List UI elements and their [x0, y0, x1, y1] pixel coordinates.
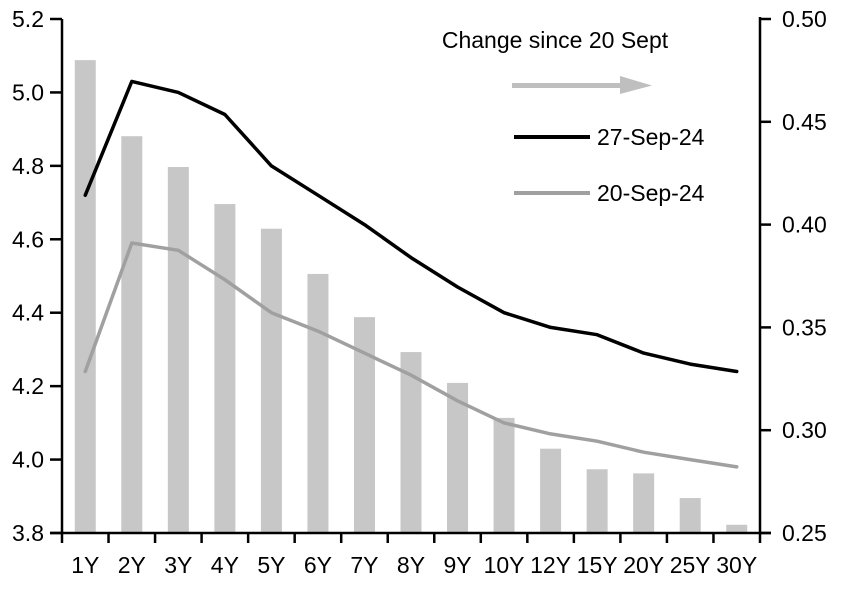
- legend-item-20sep: 20-Sep-24: [514, 180, 704, 206]
- left-axis-label-4.0: 4.0: [12, 447, 44, 473]
- x-axis-label-1Y: 1Y: [71, 552, 99, 578]
- bar-30Y: [726, 524, 748, 533]
- bar-7Y: [353, 317, 375, 533]
- bar-1Y: [74, 60, 96, 534]
- bar-3Y: [167, 167, 189, 534]
- left-axis-label-5.0: 5.0: [12, 79, 44, 105]
- bar-2Y: [121, 136, 143, 533]
- x-axis-label-30Y: 30Y: [716, 552, 757, 578]
- x-axis-label-6Y: 6Y: [304, 552, 332, 578]
- legend-line-swatch-gray: [514, 191, 590, 195]
- bar-6Y: [307, 273, 329, 533]
- x-axis-label-25Y: 25Y: [670, 552, 711, 578]
- left-axis-label-4.6: 4.6: [12, 226, 44, 252]
- bar-15Y: [586, 469, 608, 533]
- x-axis-label-9Y: 9Y: [443, 552, 471, 578]
- left-axis-label-4.8: 4.8: [12, 153, 44, 179]
- left-axis-label-4.4: 4.4: [12, 300, 44, 326]
- legend-item-27sep: 27-Sep-24: [514, 124, 704, 150]
- arrow-shaft: [512, 83, 624, 88]
- bar-12Y: [540, 448, 562, 533]
- x-axis-label-4Y: 4Y: [211, 552, 239, 578]
- right-arrow-icon: [512, 76, 652, 94]
- x-axis-label-2Y: 2Y: [118, 552, 146, 578]
- x-axis-label-8Y: 8Y: [397, 552, 425, 578]
- x-axis-label-10Y: 10Y: [484, 552, 525, 578]
- x-axis-label-20Y: 20Y: [623, 552, 664, 578]
- legend-change-label: Change since 20 Sept: [441, 27, 669, 53]
- right-axis-label-0.35: 0.35: [782, 314, 827, 340]
- legend-series2-label: 20-Sep-24: [597, 180, 705, 206]
- legend-series1-label: 27-Sep-24: [597, 124, 705, 150]
- legend-line-swatch-black: [514, 135, 590, 139]
- bar-25Y: [679, 498, 701, 533]
- left-axis-label-4.2: 4.2: [12, 373, 44, 399]
- right-axis-label-0.45: 0.45: [782, 109, 827, 135]
- right-axis-label-0.30: 0.30: [782, 417, 827, 443]
- right-axis-label-0.50: 0.50: [782, 6, 827, 32]
- left-axis-label-3.8: 3.8: [12, 520, 44, 546]
- bar-8Y: [400, 352, 422, 533]
- left-axis-label-5.2: 5.2: [12, 6, 44, 32]
- x-axis-label-15Y: 15Y: [577, 552, 618, 578]
- bar-10Y: [493, 417, 515, 533]
- bar-4Y: [214, 204, 236, 534]
- series-line-27-sep-24: [83, 79, 739, 374]
- arrow-head: [620, 76, 652, 94]
- bar-20Y: [633, 473, 655, 533]
- x-axis-label-7Y: 7Y: [350, 552, 378, 578]
- series-line-20-sep-24: [83, 241, 739, 469]
- x-axis-label-12Y: 12Y: [530, 552, 571, 578]
- x-axis-label-3Y: 3Y: [164, 552, 192, 578]
- x-axis-label-5Y: 5Y: [257, 552, 285, 578]
- bar-9Y: [447, 382, 469, 533]
- right-axis-label-0.40: 0.40: [782, 212, 827, 238]
- right-axis-label-0.25: 0.25: [782, 520, 827, 546]
- bar-5Y: [260, 228, 282, 533]
